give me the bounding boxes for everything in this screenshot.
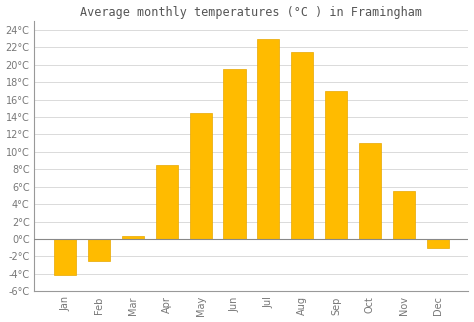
Bar [54,239,76,275]
Bar [156,165,178,239]
Bar [291,52,313,239]
Bar [359,143,381,239]
Bar [223,69,246,239]
Bar [88,239,110,261]
Bar [190,113,211,239]
Bar [257,39,279,239]
Bar [122,236,144,239]
Bar [393,191,415,239]
Bar [325,91,347,239]
Bar [427,239,449,248]
Title: Average monthly temperatures (°C ) in Framingham: Average monthly temperatures (°C ) in Fr… [81,5,422,19]
